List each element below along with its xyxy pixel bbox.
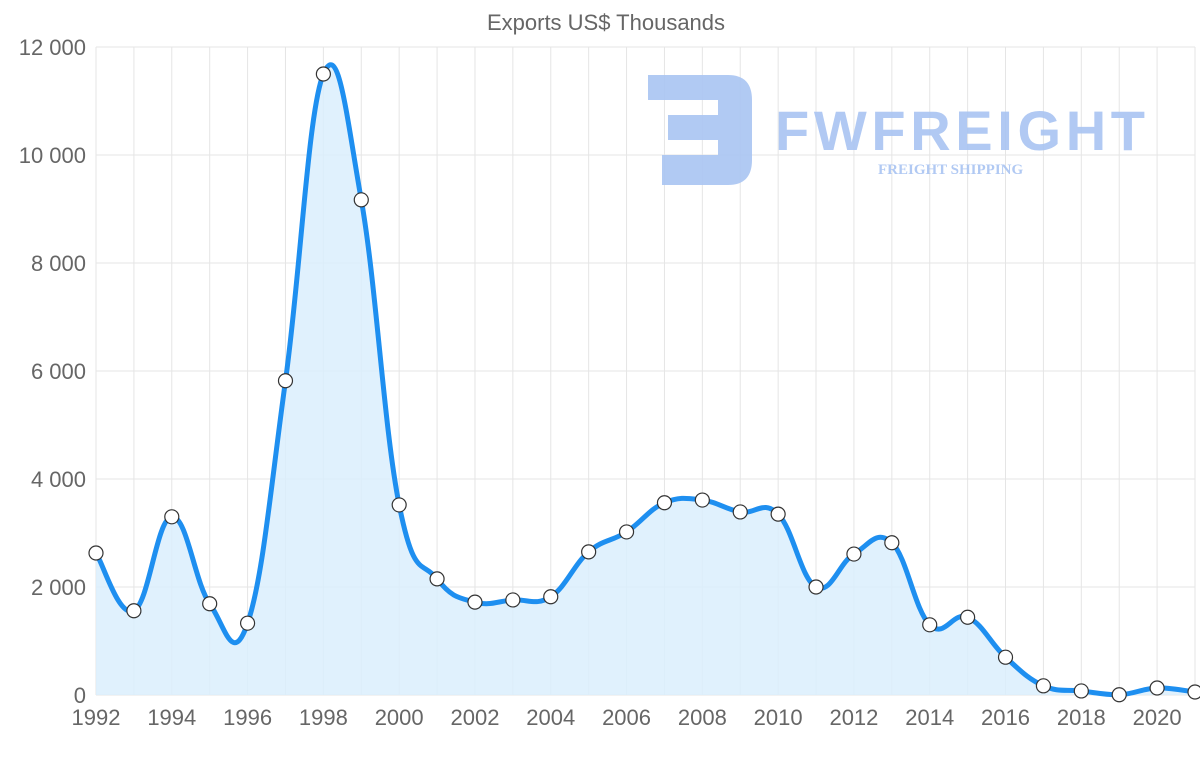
- data-point: [277, 373, 294, 389]
- data-point: [1149, 680, 1165, 696]
- y-tick-label: 6 000: [31, 359, 86, 384]
- data-point: [1187, 684, 1200, 700]
- x-tick-label: 2004: [526, 705, 575, 730]
- data-point: [808, 579, 824, 595]
- data-point: [505, 592, 521, 608]
- data-point: [846, 546, 862, 562]
- data-point: [1073, 683, 1089, 699]
- x-tick-label: 2010: [754, 705, 803, 730]
- y-tick-label: 8 000: [31, 251, 86, 276]
- data-point: [391, 497, 407, 513]
- data-point: [126, 603, 142, 619]
- data-point: [884, 535, 900, 551]
- data-point: [997, 649, 1014, 665]
- data-point: [353, 192, 369, 208]
- chart-title: Exports US$ Thousands: [487, 10, 725, 35]
- data-point: [467, 594, 483, 610]
- y-tick-label: 0: [74, 683, 86, 708]
- x-tick-label: 2014: [905, 705, 954, 730]
- data-point: [239, 615, 256, 631]
- x-tick-label: 2012: [829, 705, 878, 730]
- data-point: [770, 506, 786, 522]
- y-tick-label: 12 000: [19, 35, 86, 60]
- x-tick-label: 2002: [450, 705, 499, 730]
- data-point: [656, 495, 673, 511]
- x-tick-label: 2000: [375, 705, 424, 730]
- data-point: [618, 524, 635, 540]
- y-tick-label: 4 000: [31, 467, 86, 492]
- x-tick-label: 2018: [1057, 705, 1106, 730]
- x-tick-label: 2006: [602, 705, 651, 730]
- x-tick-label: 1998: [299, 705, 348, 730]
- x-tick-label: 1994: [147, 705, 196, 730]
- x-tick-label: 2008: [678, 705, 727, 730]
- data-point: [202, 596, 218, 612]
- x-tick-label: 1996: [223, 705, 272, 730]
- data-point: [164, 509, 180, 525]
- y-tick-label: 2 000: [31, 575, 86, 600]
- data-point: [88, 545, 104, 561]
- data-point: [1035, 678, 1052, 694]
- series-line: [93, 62, 1196, 698]
- data-point: [922, 617, 938, 633]
- x-tick-label: 2016: [981, 705, 1030, 730]
- watermark-logo: FWFREIGHT FREIGHT SHIPPING: [648, 75, 1145, 185]
- data-point: [581, 544, 597, 560]
- area-fill: [96, 64, 1195, 696]
- data-point: [429, 571, 445, 587]
- data-point: [543, 589, 559, 605]
- data-point: [732, 504, 748, 520]
- x-tick-label: 2020: [1133, 705, 1182, 730]
- data-point: [1111, 687, 1127, 703]
- svg-text:FWFREIGHT: FWFREIGHT: [775, 99, 1145, 162]
- svg-text:FREIGHT SHIPPING: FREIGHT SHIPPING: [878, 162, 1023, 178]
- y-tick-label: 10 000: [19, 143, 86, 168]
- data-point: [694, 492, 710, 508]
- data-point: [315, 66, 331, 82]
- x-tick-label: 1992: [72, 705, 121, 730]
- data-point: [960, 609, 976, 625]
